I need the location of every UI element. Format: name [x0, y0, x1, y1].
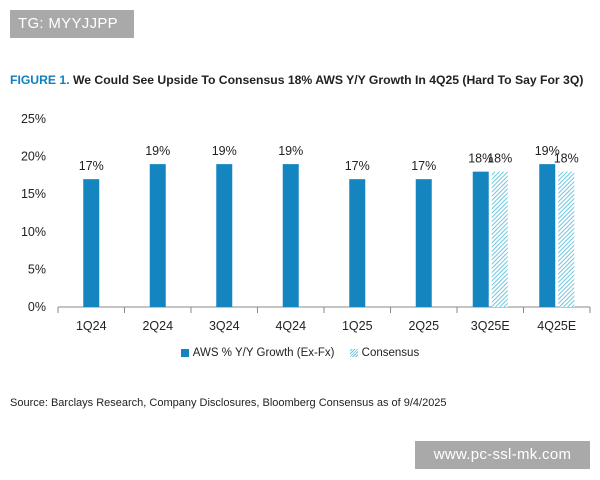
figure-label: FIGURE 1. [10, 73, 70, 87]
bar-aws [282, 164, 299, 307]
watermark-bottom: www.pc-ssl-mk.com [415, 441, 590, 469]
data-label-aws: 17% [411, 159, 436, 173]
legend-label-aws: AWS % Y/Y Growth (Ex-Fx) [192, 347, 335, 359]
bar-aws [216, 164, 233, 307]
data-label-aws: 19% [535, 144, 560, 158]
y-tick-label: 15% [21, 187, 46, 201]
y-tick-label: 25% [21, 112, 46, 126]
bar-aws [349, 179, 366, 307]
bar-chart: 0% 5% 10% 15% 20% 25% 1Q24 2Q24 3Q24 4Q24 1Q25 2Q2… [21, 112, 591, 333]
data-label-consensus: 18% [554, 152, 579, 166]
data-label-aws: 19% [145, 144, 170, 158]
x-tick-label: 3Q25E [471, 319, 510, 333]
bar-aws [415, 179, 432, 307]
legend-item-aws: AWS % Y/Y Growth (Ex-Fx) [180, 347, 335, 359]
bar-consensus [558, 171, 575, 307]
legend-swatch-aws [180, 349, 189, 357]
y-tick-label: 20% [21, 150, 46, 164]
y-tick-label: 0% [28, 300, 46, 314]
figure-title-text: We Could See Upside To Consensus 18% AWS… [69, 73, 584, 87]
x-tick-label: 3Q24 [209, 319, 240, 333]
data-label-aws: 17% [79, 159, 104, 173]
watermark-top: TG: MYYJJPP [10, 10, 134, 38]
data-label-aws: 17% [345, 159, 370, 173]
y-tick-label: 5% [28, 262, 46, 276]
legend-swatch-consensus [349, 349, 358, 357]
x-tick-label: 4Q25E [537, 319, 576, 333]
y-tick-label: 10% [21, 225, 46, 239]
source-note: Source: Barclays Research, Company Discl… [10, 397, 447, 409]
data-label-consensus: 18% [487, 152, 512, 166]
x-tick-label: 1Q24 [76, 319, 107, 333]
bar-consensus [491, 171, 508, 307]
data-label-aws: 19% [278, 144, 303, 158]
legend-label-consensus: Consensus [361, 347, 420, 359]
data-label-aws: 19% [212, 144, 237, 158]
legend-item-consensus: Consensus [349, 347, 420, 359]
data-label-aws: 18% [468, 152, 493, 166]
figure-title: FIGURE 1. We Could See Upside To Consens… [10, 73, 583, 87]
bar-aws [472, 171, 489, 307]
chart-legend: AWS % Y/Y Growth (Ex-Fx) Consensus [0, 347, 600, 360]
bar-aws [83, 179, 100, 307]
x-tick-label: 1Q25 [342, 319, 373, 333]
x-tick-label: 2Q24 [142, 319, 173, 333]
bar-aws [539, 164, 556, 307]
bar-aws [149, 164, 166, 307]
x-tick-label: 4Q24 [275, 319, 306, 333]
x-tick-label: 2Q25 [408, 319, 439, 333]
